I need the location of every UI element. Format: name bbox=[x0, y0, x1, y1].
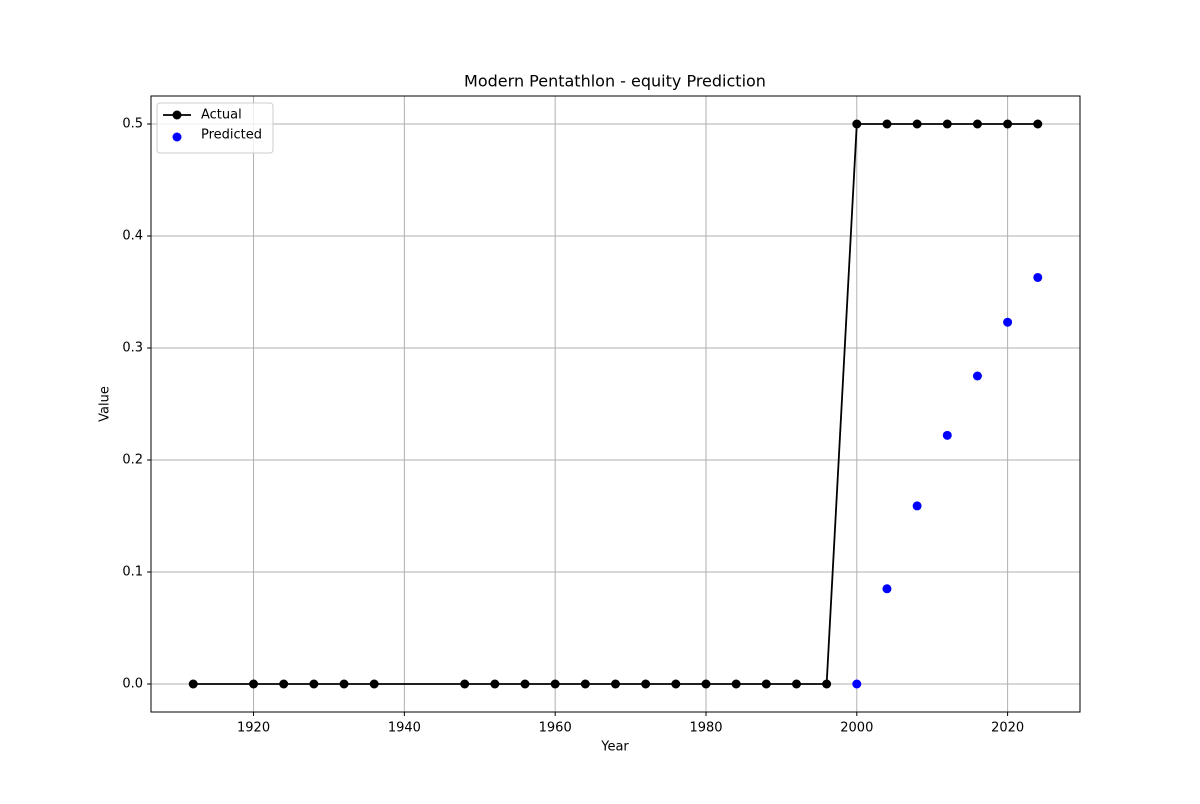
data-point bbox=[611, 679, 620, 689]
legend-label: Actual bbox=[201, 108, 242, 123]
data-point bbox=[912, 119, 922, 129]
data-point bbox=[942, 430, 952, 440]
data-point bbox=[912, 501, 922, 511]
chart-title: Modern Pentathlon - equity Prediction bbox=[464, 72, 766, 91]
y-tick-label: 0.0 bbox=[122, 677, 143, 692]
data-point bbox=[1003, 119, 1013, 129]
data-point bbox=[641, 679, 651, 689]
data-point bbox=[1033, 119, 1043, 129]
y-tick-label: 0.4 bbox=[122, 229, 143, 244]
series-line bbox=[193, 123, 1038, 685]
data-point bbox=[822, 679, 832, 689]
data-point bbox=[460, 679, 470, 689]
data-point bbox=[882, 119, 892, 129]
legend-label: Predicted bbox=[201, 128, 262, 143]
data-point bbox=[791, 679, 801, 689]
data-point bbox=[701, 679, 711, 689]
data-point bbox=[550, 679, 560, 689]
data-point bbox=[1033, 272, 1043, 282]
y-tick-label: 0.3 bbox=[122, 341, 143, 356]
legend-marker bbox=[172, 110, 182, 120]
x-tick-label: 1960 bbox=[539, 721, 572, 736]
x-axis-label: Year bbox=[600, 740, 629, 755]
data-point bbox=[852, 679, 862, 689]
data-point bbox=[339, 679, 349, 689]
plot-frame bbox=[150, 95, 1081, 713]
y-tick-label: 0.5 bbox=[122, 117, 143, 132]
data-point bbox=[249, 679, 259, 689]
x-tick-label: 2000 bbox=[840, 721, 873, 736]
data-point bbox=[580, 679, 590, 689]
data-point bbox=[972, 119, 982, 129]
data-point bbox=[882, 584, 892, 594]
y-axis-label: Value bbox=[98, 386, 113, 422]
y-tick-label: 0.2 bbox=[122, 453, 143, 468]
data-point bbox=[942, 119, 952, 129]
y-tick-label: 0.1 bbox=[122, 565, 143, 580]
data-point bbox=[188, 679, 198, 689]
data-point bbox=[520, 679, 530, 689]
data-point bbox=[490, 679, 500, 689]
data-point bbox=[671, 679, 681, 689]
x-tick-label: 1980 bbox=[689, 721, 722, 736]
legend-marker bbox=[172, 132, 182, 142]
x-tick-label: 2020 bbox=[991, 721, 1024, 736]
data-point bbox=[731, 679, 741, 689]
x-tick-label: 1940 bbox=[388, 721, 421, 736]
data-point bbox=[761, 679, 771, 689]
data-point bbox=[369, 679, 379, 689]
data-point bbox=[972, 371, 982, 381]
data-point bbox=[852, 119, 862, 129]
data-point bbox=[1003, 317, 1013, 327]
data-point bbox=[279, 679, 289, 689]
x-tick-label: 1920 bbox=[237, 721, 270, 736]
data-point bbox=[309, 679, 319, 689]
